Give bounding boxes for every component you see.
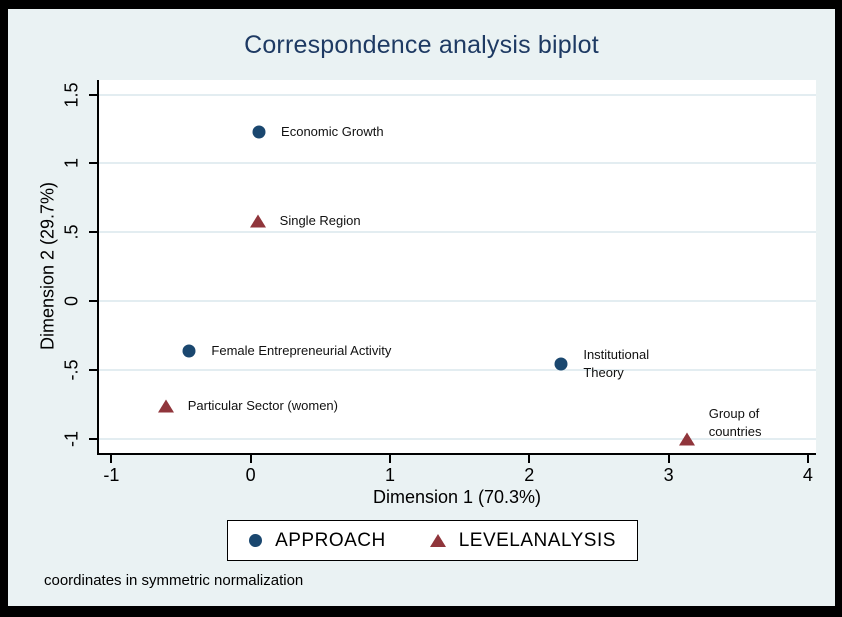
gridline [99, 437, 816, 440]
legend-item-levelanalysis: LEVELANALYSIS [429, 529, 616, 552]
legend-label: APPROACH [275, 529, 386, 551]
data-point-circle [182, 344, 196, 358]
legend-item-approach: APPROACH [249, 530, 386, 552]
x-tick-label: -1 [103, 465, 120, 485]
y-axis-tick [89, 437, 97, 440]
approach-circle-icon [249, 534, 263, 547]
x-tick-label: 4 [802, 465, 813, 485]
data-point-triangle [678, 432, 695, 446]
y-tick-label: 1 [61, 158, 82, 169]
data-point-label: Female Entrepreneurial Activity [211, 342, 392, 358]
y-axis-title: Dimension 2 (29.7%) [37, 181, 58, 351]
data-point-label: Group of countries [708, 405, 762, 439]
graph-background: Correspondence analysis biplot Economic … [8, 9, 835, 606]
x-axis-line [97, 453, 816, 455]
gridline [99, 162, 816, 165]
data-point-triangle [249, 214, 266, 228]
data-point-label: Economic Growth [281, 123, 384, 139]
data-point-label: Particular Sector (women) [187, 397, 338, 413]
data-point-label: Single Region [279, 213, 361, 229]
legend-box: APPROACH LEVELANALYSIS [227, 520, 638, 561]
y-axis-tick [89, 300, 97, 302]
x-axis-tick [249, 455, 252, 463]
x-axis-tick [110, 455, 113, 463]
data-point-circle [554, 357, 568, 371]
chart-title: Correspondence analysis biplot [244, 31, 599, 59]
y-tick-label: -.5 [61, 359, 82, 381]
gridline [99, 300, 816, 302]
plot-area: Economic Growth Female Entrepreneurial Ac… [99, 80, 816, 453]
x-axis-tick [806, 455, 809, 463]
x-axis-title: Dimension 1 (70.3%) [372, 487, 542, 507]
x-axis-tick [528, 455, 531, 463]
data-point-label: Institutional Theory [583, 347, 650, 381]
y-tick-label: .5 [61, 224, 82, 240]
y-axis-tick [89, 162, 97, 165]
y-tick-label: 1.5 [61, 82, 82, 108]
x-axis-tick [389, 455, 391, 463]
y-axis-tick [89, 93, 97, 96]
y-tick-label: -1 [61, 430, 82, 447]
chart-caption: coordinates in symmetric normalization [44, 572, 304, 589]
y-axis-tick [89, 231, 97, 234]
data-point-triangle [157, 399, 174, 413]
data-point-circle [252, 125, 266, 139]
y-axis-tick [89, 368, 97, 371]
x-tick-label: 2 [524, 465, 535, 485]
x-tick-label: 1 [384, 465, 396, 485]
x-tick-label: 0 [245, 465, 256, 485]
y-tick-label: 0 [61, 295, 82, 307]
x-tick-label: 3 [663, 465, 674, 485]
gridline [99, 368, 816, 371]
gridline [99, 231, 816, 234]
legend-label: LEVELANALYSIS [458, 529, 616, 551]
x-axis-tick [667, 455, 670, 463]
y-axis-line [97, 80, 99, 455]
gridline [99, 93, 816, 96]
levelanalysis-triangle-icon [429, 534, 446, 547]
